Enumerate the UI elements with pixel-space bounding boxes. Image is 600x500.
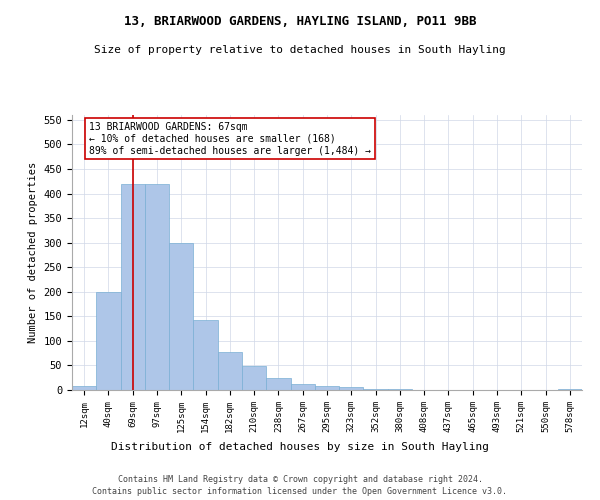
Text: Size of property relative to detached houses in South Hayling: Size of property relative to detached ho… bbox=[94, 45, 506, 55]
Text: 13 BRIARWOOD GARDENS: 67sqm
← 10% of detached houses are smaller (168)
89% of se: 13 BRIARWOOD GARDENS: 67sqm ← 10% of det… bbox=[89, 122, 371, 156]
Bar bbox=[388, 389, 412, 390]
Bar bbox=[558, 388, 582, 390]
Text: 13, BRIARWOOD GARDENS, HAYLING ISLAND, PO11 9BB: 13, BRIARWOOD GARDENS, HAYLING ISLAND, P… bbox=[124, 15, 476, 28]
Bar bbox=[96, 292, 121, 390]
Bar bbox=[169, 242, 193, 390]
Bar bbox=[72, 386, 96, 390]
Bar bbox=[290, 384, 315, 390]
Bar bbox=[364, 389, 388, 390]
Bar bbox=[121, 184, 145, 390]
Text: Contains HM Land Registry data © Crown copyright and database right 2024.: Contains HM Land Registry data © Crown c… bbox=[118, 475, 482, 484]
Bar bbox=[266, 378, 290, 390]
Text: Distribution of detached houses by size in South Hayling: Distribution of detached houses by size … bbox=[111, 442, 489, 452]
Bar bbox=[218, 352, 242, 390]
Bar bbox=[242, 366, 266, 390]
Y-axis label: Number of detached properties: Number of detached properties bbox=[28, 162, 38, 343]
Bar bbox=[145, 184, 169, 390]
Text: Contains public sector information licensed under the Open Government Licence v3: Contains public sector information licen… bbox=[92, 488, 508, 496]
Bar bbox=[193, 320, 218, 390]
Bar bbox=[315, 386, 339, 390]
Bar bbox=[339, 386, 364, 390]
